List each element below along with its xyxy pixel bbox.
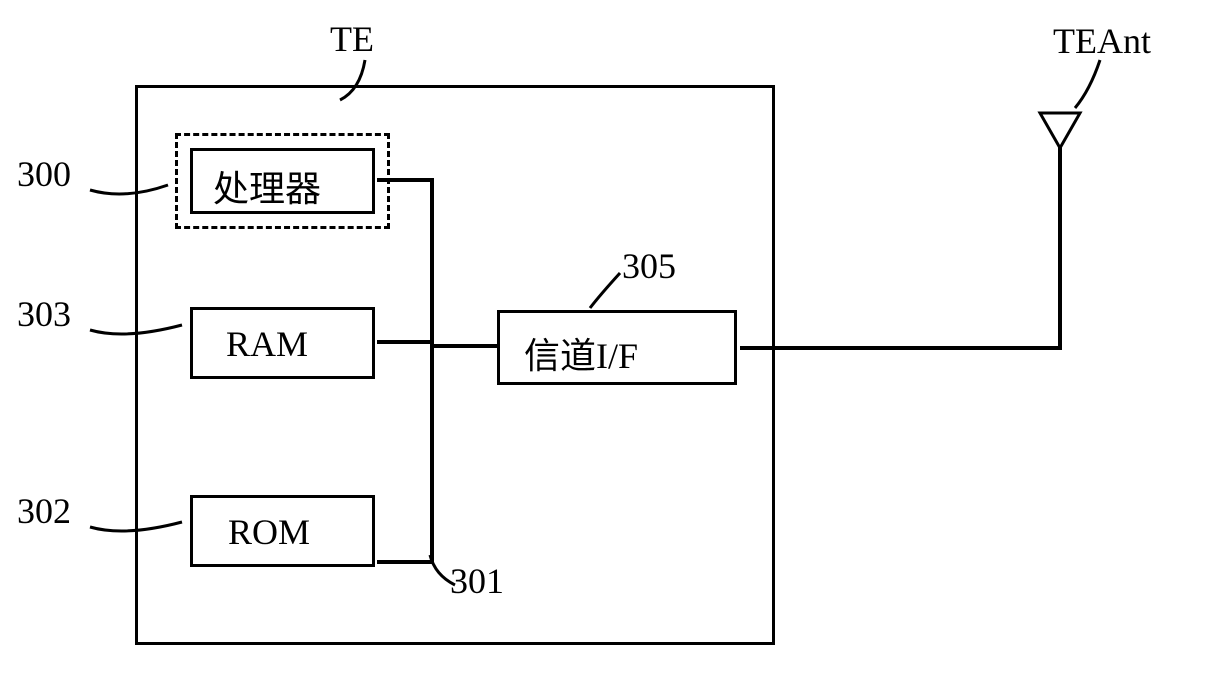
antenna-horizontal <box>740 346 1060 350</box>
antenna-icon <box>0 0 1213 679</box>
antenna-vertical <box>1058 145 1062 350</box>
